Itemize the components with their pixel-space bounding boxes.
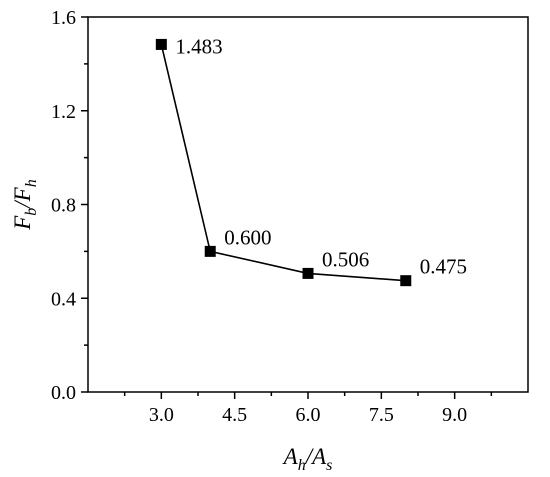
data-labels: 1.483 0.600 0.506 0.475 (175, 34, 467, 278)
data-label: 1.483 (175, 34, 222, 58)
x-tick-label: 3.0 (149, 404, 174, 426)
plot-frame (87, 16, 529, 393)
data-label: 0.506 (322, 247, 369, 271)
y-tick-label: 0.8 (51, 195, 76, 217)
y-axis-label: Fb/Fh (10, 179, 40, 231)
data-point (400, 275, 412, 287)
x-tick-label: 9.0 (442, 404, 467, 426)
y-tick-label: 0.0 (51, 382, 76, 404)
data-label: 0.475 (420, 255, 467, 279)
x-tick-label: 7.5 (369, 404, 394, 426)
x-tick-label: 6.0 (296, 404, 321, 426)
data-point (302, 267, 314, 279)
x-tick-label: 4.5 (222, 404, 247, 426)
axis-ticks (81, 16, 493, 399)
series-line (160, 44, 406, 282)
data-label: 0.600 (224, 225, 271, 249)
tick-labels: 3.0 4.5 6.0 7.5 9.0 0.0 0.4 0.8 1.2 1.6 (51, 7, 467, 426)
y-tick-label: 0.4 (51, 288, 76, 310)
y-tick-label: 1.6 (51, 7, 76, 29)
data-series (155, 38, 412, 287)
data-point (155, 38, 167, 50)
data-point (204, 245, 216, 257)
x-axis-label: Ah/As (282, 444, 333, 474)
y-tick-label: 1.2 (51, 101, 76, 123)
